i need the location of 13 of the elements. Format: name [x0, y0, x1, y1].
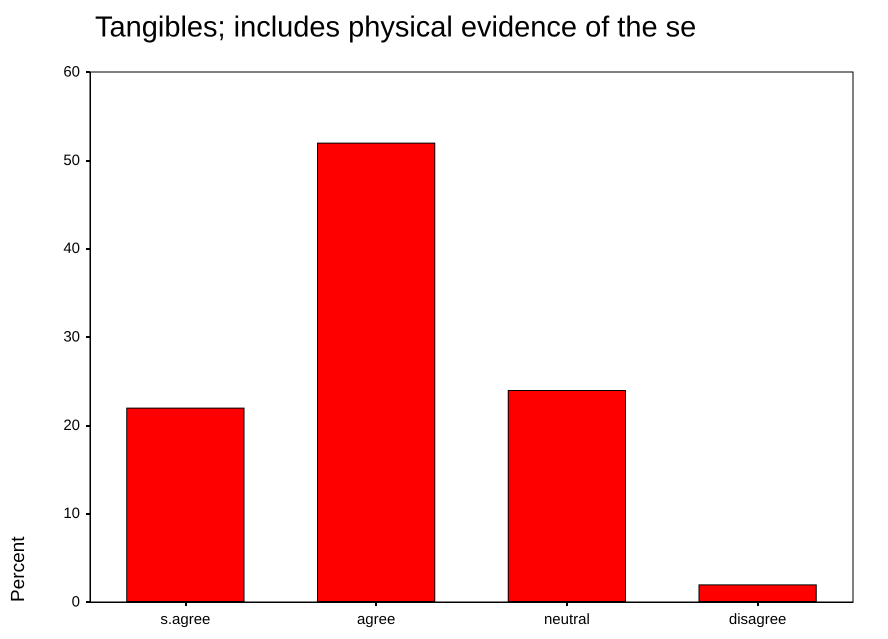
y-tick-label: 10 [63, 505, 80, 522]
y-tick-label: 0 [72, 594, 80, 610]
y-tick-label: 60 [63, 64, 80, 80]
x-tick-label: s.agree [160, 611, 210, 628]
y-tick-label: 40 [63, 240, 80, 258]
y-tick-label: 20 [63, 416, 80, 434]
y-axis-title: Percent [8, 536, 29, 602]
y-tick-label: 50 [63, 152, 80, 169]
x-tick-label: agree [356, 611, 396, 628]
x-tick-label: neutral [544, 611, 590, 628]
x-tick-label: disagree [728, 611, 786, 628]
chart-title: Tangibles; includes physical evidence of the se [95, 12, 696, 44]
y-tick-label: 30 [63, 328, 80, 346]
